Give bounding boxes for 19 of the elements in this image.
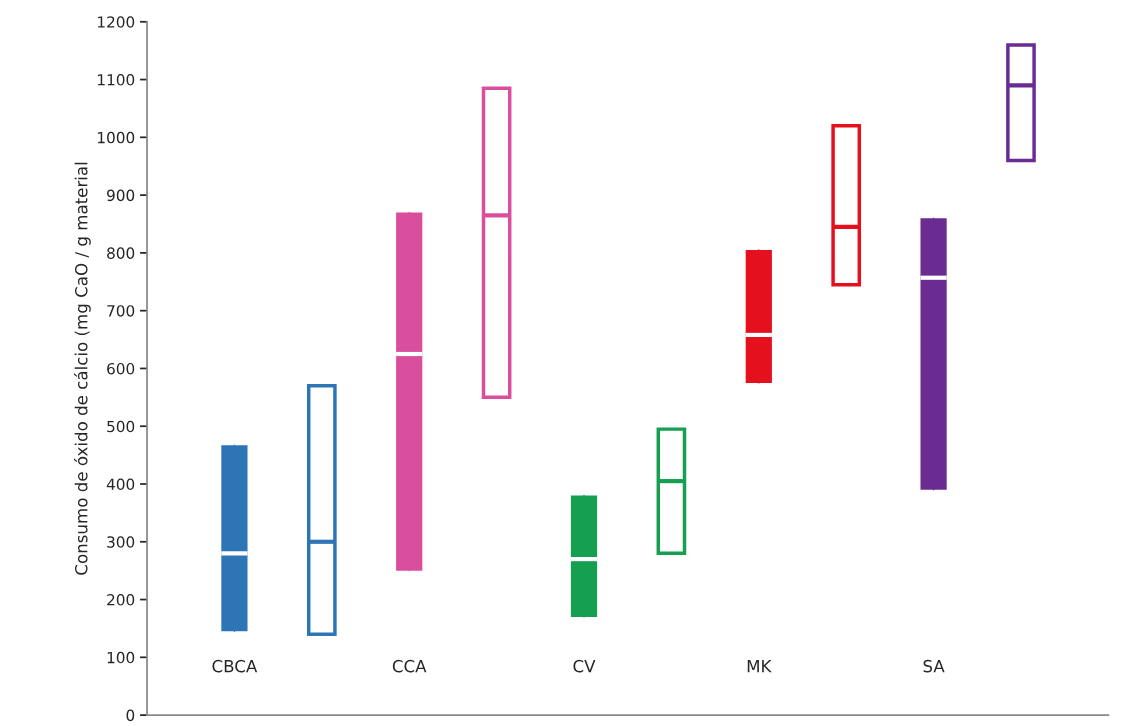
y-tick-label: 0 [126,709,135,722]
x-tick-label: MK [747,660,772,673]
y-tick-label: 1100 [98,74,135,86]
y-tick-label: 200 [107,594,135,606]
y-tick-label: 500 [107,420,135,433]
x-tick-label: SA [923,659,945,673]
y-tick-label: 1000 [98,131,135,144]
y-tick-label: 700 [107,305,135,317]
y-tick-label: 800 [107,247,135,259]
x-tick-label: CBCA [212,659,258,673]
y-tick-label: 400 [106,478,135,491]
x-tick-label: CV [573,659,596,673]
y-axis-title: Consumo de óxido de cálcio (mg CaO / g material [73,162,91,575]
x-tick-label: CCA [392,659,427,673]
y-tick-label: 600 [107,362,135,375]
y-tick-label: 100 [107,651,135,664]
y-tick-label: 900 [107,189,135,202]
y-tick-label: 1200 [98,16,135,28]
y-tick-label: 300 [107,536,135,548]
